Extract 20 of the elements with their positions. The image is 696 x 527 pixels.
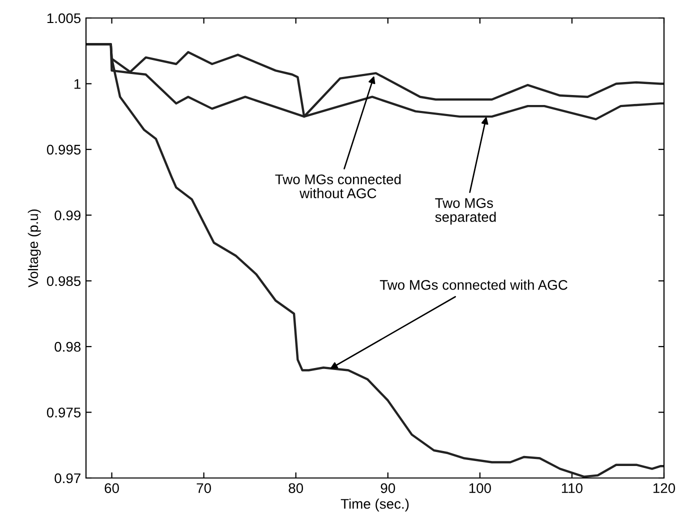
y-tick-label: 0.995 bbox=[46, 144, 81, 155]
y-tick-label: 0.985 bbox=[46, 276, 81, 286]
x-tick-label: 120 bbox=[653, 483, 676, 494]
y-tick-label: 0.98 bbox=[54, 342, 81, 352]
y-tick-label: 0.99 bbox=[54, 210, 80, 220]
x-tick-label: 110 bbox=[562, 483, 582, 494]
x-tick-label: 90 bbox=[380, 483, 396, 494]
x-tick-label: 100 bbox=[469, 483, 491, 494]
y-axis-title: Voltage (p.u) bbox=[28, 209, 41, 288]
y-tick-label: 1.005 bbox=[47, 13, 81, 24]
x-tick-label: 60 bbox=[104, 483, 119, 494]
y-tick-label: 1 bbox=[74, 79, 80, 89]
x-tick-label: 80 bbox=[288, 483, 304, 494]
x-axis-title: Time (sec.) bbox=[340, 498, 409, 512]
annotation: Two MGs connected without AGC bbox=[275, 174, 401, 198]
x-tick-label: 70 bbox=[196, 483, 211, 494]
annotation: Two MGs separated bbox=[435, 198, 496, 225]
annotation: Two MGs connected with AGC bbox=[380, 280, 568, 290]
y-tick-label: 0.975 bbox=[46, 408, 81, 418]
y-tick-label: 0.97 bbox=[54, 473, 80, 484]
